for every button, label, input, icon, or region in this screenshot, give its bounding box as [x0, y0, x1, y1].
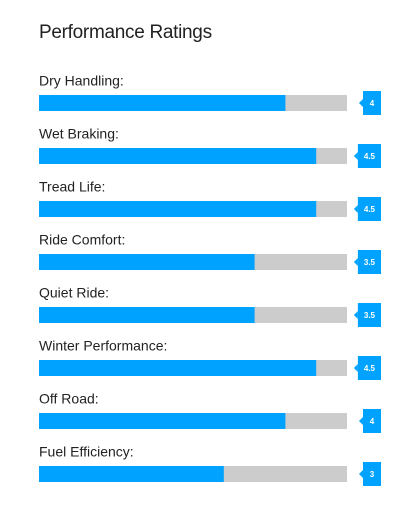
badge-pointer [359, 99, 363, 107]
category-label: Quiet Ride: [39, 285, 109, 301]
badge-box [363, 409, 381, 433]
badge-pointer [353, 311, 358, 319]
category-label: Tread Life: [39, 179, 105, 195]
bar [39, 148, 317, 164]
value-badge: 4 [359, 91, 381, 115]
value-badge: 3.5 [353, 303, 381, 327]
bar [39, 466, 224, 482]
value-label: 3.5 [364, 311, 376, 320]
value-label: 3.5 [364, 258, 376, 267]
value-label: 4 [370, 99, 375, 108]
value-label: 4.5 [364, 205, 376, 214]
bar [39, 95, 286, 111]
category-label: Fuel Efficiency: [39, 444, 134, 460]
category-label: Winter Performance: [39, 338, 167, 354]
badge-box [363, 91, 381, 115]
value-badge: 4.5 [353, 197, 381, 221]
badge-pointer [359, 417, 363, 425]
bar [39, 307, 255, 323]
badge-box [357, 250, 381, 274]
value-badge: 4.5 [353, 356, 381, 380]
badge-box [357, 197, 381, 221]
badge-pointer [353, 258, 358, 266]
badge-box [363, 462, 381, 486]
badge-pointer [353, 205, 358, 213]
bar [39, 254, 255, 270]
badge-pointer [353, 364, 358, 372]
category-label: Off Road: [39, 391, 99, 407]
value-label: 4.5 [364, 364, 376, 373]
bar [39, 201, 317, 217]
value-badge: 3 [359, 462, 381, 486]
badge-pointer [353, 152, 358, 160]
value-label: 4.5 [364, 152, 376, 161]
category-label: Ride Comfort: [39, 232, 125, 248]
bar [39, 360, 317, 376]
badge-box [357, 144, 381, 168]
chart-title: Performance Ratings [39, 22, 212, 43]
badge-box [357, 303, 381, 327]
badge-pointer [359, 470, 363, 478]
value-badge: 4.5 [353, 144, 381, 168]
category-label: Wet Braking: [39, 126, 119, 142]
value-badge: 4 [359, 409, 381, 433]
value-badge: 3.5 [353, 250, 381, 274]
value-label: 4 [370, 417, 375, 426]
badge-box [357, 356, 381, 380]
bar [39, 413, 286, 429]
value-label: 3 [370, 470, 375, 479]
category-label: Dry Handling: [39, 73, 124, 89]
